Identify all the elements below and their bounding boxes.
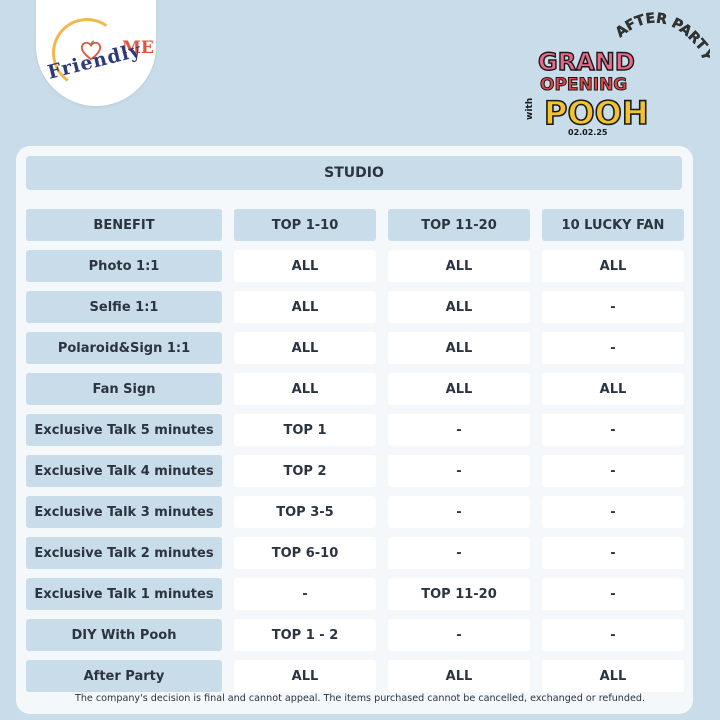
benefit-label: Exclusive Talk 4 minutes (26, 455, 222, 487)
friendly-me-logo (36, 0, 156, 106)
benefit-label: Exclusive Talk 1 minutes (26, 578, 222, 610)
benefit-label: Photo 1:1 (26, 250, 222, 282)
lucky-fan-value: - (542, 496, 684, 528)
benefit-label: DIY With Pooh (26, 619, 222, 651)
top-1-10-value: TOP 6-10 (234, 537, 376, 569)
benefit-label: After Party (26, 660, 222, 692)
top-1-10-value: ALL (234, 660, 376, 692)
header-lucky-fan: 10 LUCKY FAN (542, 209, 684, 241)
opening-text: OPENING (540, 75, 627, 95)
header-benefit: BENEFIT (26, 209, 222, 241)
top-1-10-value: TOP 1 - 2 (234, 619, 376, 651)
lucky-fan-value: - (542, 537, 684, 569)
top-11-20-value: - (388, 496, 530, 528)
lucky-fan-value: - (542, 291, 684, 323)
header-top-1-10: TOP 1-10 (234, 209, 376, 241)
top-11-20-value: - (388, 455, 530, 487)
top-1-10-value: ALL (234, 373, 376, 405)
benefits-card: STUDIO BENEFIT TOP 1-10 TOP 11-20 10 LUCKY … (16, 146, 693, 714)
benefits-table: BENEFIT TOP 1-10 TOP 11-20 10 LUCKY FAN Phot… (26, 209, 684, 692)
lucky-fan-value: - (542, 578, 684, 610)
benefit-label: Selfie 1:1 (26, 291, 222, 323)
table-title: STUDIO (26, 156, 682, 190)
top-11-20-value: - (388, 414, 530, 446)
logo-me-text: ME (122, 38, 154, 58)
top-11-20-value: ALL (388, 373, 530, 405)
header-top-11-20: TOP 11-20 (388, 209, 530, 241)
lucky-fan-value: - (542, 455, 684, 487)
top-11-20-value: ALL (388, 332, 530, 364)
top-1-10-value: - (234, 578, 376, 610)
top-1-10-value: TOP 2 (234, 455, 376, 487)
top-11-20-value: ALL (388, 660, 530, 692)
top-1-10-value: TOP 1 (234, 414, 376, 446)
with-text: with (525, 98, 535, 120)
disclaimer-text: The company's decision is final and cann… (74, 693, 646, 704)
top-1-10-value: ALL (234, 332, 376, 364)
lucky-fan-value: - (542, 332, 684, 364)
benefit-label: Polaroid&Sign 1:1 (26, 332, 222, 364)
lucky-fan-value: ALL (542, 250, 684, 282)
grand-text: GRAND (538, 48, 635, 76)
grand-opening-pooh-logo: AFTER PARTY GRAND OPENING with POOH 02.0… (525, 10, 710, 137)
event-date-text: 02.02.25 (568, 128, 608, 137)
benefit-label: Exclusive Talk 5 minutes (26, 414, 222, 446)
top-11-20-value: TOP 11-20 (388, 578, 530, 610)
top-11-20-value: ALL (388, 250, 530, 282)
pooh-text: POOH (544, 94, 649, 132)
lucky-fan-value: - (542, 619, 684, 651)
lucky-fan-value: ALL (542, 660, 684, 692)
lucky-fan-value: ALL (542, 373, 684, 405)
top-1-10-value: ALL (234, 291, 376, 323)
top-11-20-value: ALL (388, 291, 530, 323)
lucky-fan-value: - (542, 414, 684, 446)
top-1-10-value: TOP 3-5 (234, 496, 376, 528)
benefit-label: Exclusive Talk 3 minutes (26, 496, 222, 528)
benefit-label: Fan Sign (26, 373, 222, 405)
top-11-20-value: - (388, 619, 530, 651)
benefit-label: Exclusive Talk 2 minutes (26, 537, 222, 569)
top-11-20-value: - (388, 537, 530, 569)
peach-heart-icon (80, 40, 102, 61)
top-1-10-value: ALL (234, 250, 376, 282)
